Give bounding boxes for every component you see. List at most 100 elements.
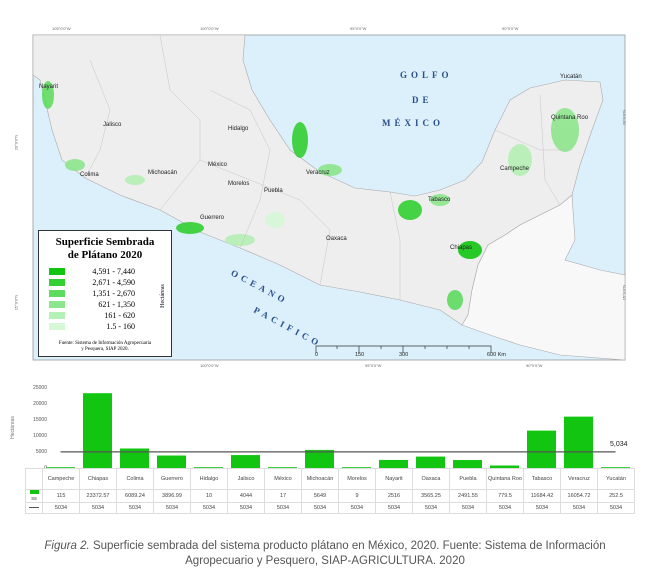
- coord-left: 20°0'0"N: [13, 134, 19, 151]
- scale-tick: 0: [315, 352, 319, 358]
- value-cell: 5034: [79, 502, 117, 514]
- state-label: México: [208, 162, 228, 168]
- value-cell: 5034: [227, 502, 265, 514]
- category-label: Hidalgo: [190, 468, 228, 490]
- value-cell: 16054.72: [560, 489, 598, 503]
- scale-tick: 600 Km: [487, 352, 506, 358]
- coord-right: 20°0'0"N: [621, 109, 627, 126]
- value-cell: 5034: [486, 502, 524, 514]
- value-cell: 5034: [116, 502, 154, 514]
- legend-class: 1.5 - 160: [49, 322, 135, 331]
- value-cell: 115: [42, 489, 80, 503]
- legend-swatch: [49, 290, 65, 297]
- value-cell: 5034: [449, 502, 487, 514]
- category-label: Jalisco: [227, 468, 265, 490]
- category-label: Quintana Roo: [486, 468, 524, 490]
- legend-class: 161 - 620: [49, 311, 135, 320]
- table-row: 5034 5034 5034 5034 5034 5034 5034 5034 5034 5034…: [25, 502, 635, 514]
- legend-title: Superficie Sembrada: [55, 236, 155, 248]
- legend-swatch: [49, 268, 65, 275]
- legend-range: 161 - 620: [104, 311, 135, 320]
- legend-class: 621 - 1,350: [49, 300, 135, 309]
- bar: [527, 430, 556, 468]
- state-borders: [84, 34, 572, 300]
- legend-range: 1,351 - 2,670: [92, 289, 135, 298]
- value-cell: 5649: [301, 489, 339, 503]
- legend-swatch: [49, 301, 65, 308]
- legend-range: 621 - 1,350: [98, 300, 135, 309]
- value-cell: 10: [190, 489, 228, 503]
- value-cell: 3896.99: [153, 489, 191, 503]
- state-label: Jalisco: [103, 122, 122, 128]
- category-label: Nayarit: [375, 468, 413, 490]
- category-label: Oaxaca: [412, 468, 450, 490]
- series-key: [25, 502, 43, 514]
- state-label: Campeche: [500, 166, 530, 172]
- value-cell: 5034: [375, 502, 413, 514]
- reference-line-label: 5,034: [610, 441, 628, 448]
- green-patches: [42, 81, 579, 310]
- state-label: Guerrero: [200, 215, 225, 221]
- value-cell: 5034: [153, 502, 191, 514]
- legend-class: 1,351 - 2,670: [49, 289, 135, 298]
- state-label: Morelos: [228, 181, 250, 187]
- value-cell: 5034: [301, 502, 339, 514]
- category-label: Puebla: [449, 468, 487, 490]
- coord-top: 90°0'0"W: [502, 26, 519, 31]
- scale-tick: 300: [399, 352, 409, 358]
- coord-top: 100°0'0"W: [200, 26, 219, 31]
- coord-top: 105°0'0"W: [52, 26, 71, 31]
- bar: [416, 456, 445, 468]
- legend-title: de Plátano 2020: [67, 249, 143, 261]
- y-tick-label: 5000: [35, 449, 47, 455]
- state-label: Tabasco: [428, 197, 451, 203]
- sea-label-de: DE: [412, 95, 433, 105]
- state-label: Chiapas: [450, 245, 473, 251]
- value-cell: 5034: [264, 502, 302, 514]
- value-cell: 6089.24: [116, 489, 154, 503]
- coord-top: 95°0'0"W: [350, 26, 367, 31]
- state-label: Nayarit: [39, 84, 59, 90]
- legend-source: Fuente: Sistema de Información Agropecua…: [58, 341, 152, 346]
- category-label: México: [264, 468, 302, 490]
- value-cell: 252.5: [597, 489, 635, 503]
- value-cell: 3565.25: [412, 489, 450, 503]
- legend-class: 4,591 - 7,440: [49, 267, 135, 276]
- bar: [157, 455, 186, 468]
- bar: [305, 449, 334, 468]
- series-key: ss: [25, 489, 43, 503]
- state-label: Puebla: [264, 188, 283, 194]
- state-label: Quintana Roo: [551, 115, 589, 121]
- y-tick-label: 15000: [33, 417, 47, 423]
- category-label: Tabasco: [523, 468, 561, 490]
- bar: [231, 455, 260, 468]
- category-label: Colima: [116, 468, 154, 490]
- category-label: Chiapas: [79, 468, 117, 490]
- series-name: ss: [31, 496, 37, 502]
- y-tick-label: 10000: [33, 433, 47, 439]
- value-cell: 779.5: [486, 489, 524, 503]
- bar: [379, 459, 408, 468]
- value-cell: 9: [338, 489, 376, 503]
- y-tick-label: 20000: [33, 401, 47, 407]
- sea-label-golfo: GOLFO: [400, 70, 453, 80]
- data-table: Campeche Chiapas Colima Guerrero Hidalgo Jali…: [25, 468, 635, 514]
- value-cell: 23372.57: [79, 489, 117, 503]
- legend-unit: Hectáreas: [160, 284, 167, 308]
- coord-bottom: 100°0'0"W: [200, 363, 219, 368]
- table-corner: [25, 468, 43, 490]
- bar: [46, 467, 75, 468]
- legend-range: 2,671 - 4,590: [92, 278, 135, 287]
- bar-chart: [46, 393, 630, 468]
- value-cell: 5034: [597, 502, 635, 514]
- bar: [194, 467, 223, 468]
- scale-tick: 150: [355, 352, 365, 358]
- category-label: Morelos: [338, 468, 376, 490]
- map-legend: Superficie Sembrada de Plátano 2020 Hectá…: [38, 230, 172, 357]
- value-cell: 11684.42: [523, 489, 561, 503]
- land-central-america: [461, 194, 626, 361]
- category-label: Campeche: [42, 468, 80, 490]
- value-cell: 5034: [42, 502, 80, 514]
- bar: [453, 460, 482, 468]
- legend-range: 4,591 - 7,440: [92, 267, 135, 276]
